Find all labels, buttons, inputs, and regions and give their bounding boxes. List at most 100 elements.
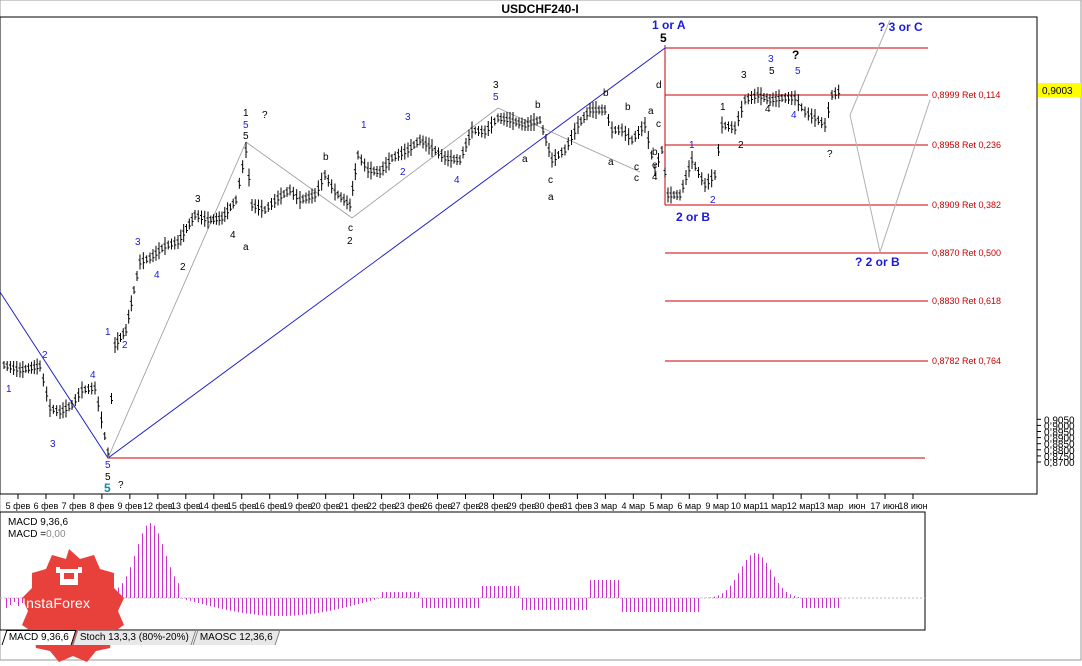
macd-bar xyxy=(754,553,755,598)
level-label: 0,8782 Ret 0,764 xyxy=(932,356,1001,366)
macd-bar xyxy=(522,598,523,610)
wave-count: a xyxy=(608,157,614,168)
wave-count: 4 xyxy=(454,175,460,186)
macd-bar xyxy=(638,598,639,612)
macd-bar xyxy=(242,598,243,613)
macd-bar xyxy=(710,597,711,598)
macd-bar xyxy=(678,598,679,612)
wave-count: 3 xyxy=(741,70,747,81)
x-tick-label: июн xyxy=(849,501,866,511)
macd-bar xyxy=(418,592,419,598)
macd-bar xyxy=(218,598,219,608)
wave-count: 5 xyxy=(105,460,111,471)
macd-bar xyxy=(838,598,839,608)
macd-bar xyxy=(186,598,187,600)
x-tick-label: 16 фев xyxy=(255,501,285,511)
macd-bar xyxy=(646,598,647,612)
wave-count: b xyxy=(652,147,658,158)
macd-bar xyxy=(158,533,159,598)
macd-bar xyxy=(694,598,695,612)
macd-bar xyxy=(586,598,587,610)
macd-bar xyxy=(294,598,295,616)
macd-bar xyxy=(582,598,583,610)
wave-count: b xyxy=(535,100,541,111)
wave-count: c xyxy=(634,162,639,173)
macd-bar xyxy=(226,598,227,610)
macd-bar xyxy=(178,583,179,598)
macd-bar xyxy=(690,598,691,612)
wave-count: ? xyxy=(827,149,833,160)
macd-bar xyxy=(350,598,351,606)
wave-count: 1 xyxy=(6,384,12,395)
macd-bar xyxy=(570,598,571,610)
macd-bar xyxy=(698,598,699,612)
macd-bar xyxy=(202,598,203,604)
macd-bar xyxy=(758,554,759,598)
x-tick-label: 5 фев xyxy=(6,501,31,511)
wave-count: 5 xyxy=(243,120,249,131)
macd-bar xyxy=(206,598,207,605)
macd-bar xyxy=(530,598,531,610)
tab-maosc[interactable]: MAOSC 12,36,6 xyxy=(193,630,281,645)
macd-bar xyxy=(198,598,199,603)
x-tick-label: 30 фев xyxy=(535,501,565,511)
macd-bar xyxy=(674,598,675,612)
y-tick-label: 0,8700 xyxy=(1044,458,1075,469)
macd-bar xyxy=(414,592,415,598)
macd-bar xyxy=(274,598,275,616)
macd-bar xyxy=(790,594,791,598)
macd-name-label: MACD 9,36,6 xyxy=(8,517,68,528)
macd-bar xyxy=(222,598,223,609)
macd-bar xyxy=(814,598,815,608)
wave-label: ? 3 or C xyxy=(878,20,923,34)
x-tick-label: 12 фев xyxy=(143,501,173,511)
wave-count: 3 xyxy=(493,80,499,91)
wave-count: a xyxy=(648,106,654,117)
x-tick-label: 13 фев xyxy=(171,501,201,511)
wave-label: ? 2 or B xyxy=(855,255,900,269)
wave-count: 5 xyxy=(795,66,801,77)
macd-bar xyxy=(546,598,547,610)
macd-bar xyxy=(286,598,287,616)
macd-bar xyxy=(826,598,827,608)
macd-bar xyxy=(510,586,511,598)
macd-bar xyxy=(766,563,767,598)
wave-count: 2 xyxy=(400,167,406,178)
macd-bar xyxy=(770,570,771,598)
macd-bar xyxy=(618,580,619,598)
wave-count: 4 xyxy=(765,104,771,115)
macd-bar xyxy=(486,586,487,598)
wave-count: 5 xyxy=(769,66,775,77)
macd-bar xyxy=(442,598,443,608)
macd-bar xyxy=(390,592,391,598)
x-tick-label: 11 мар xyxy=(759,501,787,511)
tab-macd[interactable]: MACD 9,36,6 xyxy=(2,630,77,645)
macd-bar xyxy=(434,598,435,608)
macd-bar xyxy=(6,598,7,608)
wave-count: 3 xyxy=(768,54,774,65)
macd-bar xyxy=(526,598,527,610)
x-tick-label: 4 мар xyxy=(621,501,645,511)
wave-count: 2 xyxy=(42,350,48,361)
macd-bar xyxy=(362,598,363,603)
macd-bar xyxy=(394,592,395,598)
macd-bar xyxy=(518,586,519,598)
x-tick-label: 13 мар xyxy=(815,501,844,511)
macd-bar xyxy=(146,526,147,598)
macd-bar xyxy=(590,580,591,598)
macd-bar xyxy=(686,598,687,612)
macd-bar xyxy=(282,598,283,616)
wave-count: 1 xyxy=(243,108,249,119)
x-tick-label: 15 фев xyxy=(227,501,257,511)
macd-bar xyxy=(682,598,683,612)
x-tick-label: 5 мар xyxy=(649,501,673,511)
macd-bar xyxy=(170,567,171,598)
macd-bar xyxy=(554,598,555,610)
macd-bar xyxy=(326,598,327,612)
macd-bar xyxy=(182,598,183,599)
macd-bar xyxy=(722,593,723,598)
macd-bar xyxy=(354,598,355,605)
wave-count: e xyxy=(652,160,658,171)
tab-stoch[interactable]: Stoch 13,3,3 (80%-20%) xyxy=(73,630,197,645)
